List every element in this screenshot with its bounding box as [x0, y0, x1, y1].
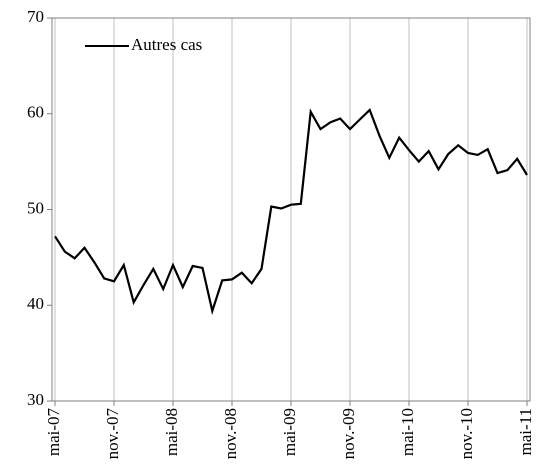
x-tick-label: mai-10 [398, 408, 417, 456]
series-layer [54, 107, 528, 316]
series-line-autres-cas [54, 107, 528, 316]
legend: Autres cas [85, 35, 202, 54]
y-tick-label: 30 [27, 390, 44, 409]
y-tick-label: 40 [27, 294, 44, 313]
legend-label-autres-cas: Autres cas [131, 35, 202, 54]
x-tick-label: mai-11 [516, 408, 535, 456]
x-axis: mai-07 nov.-07 mai-08 nov.-08 mai-09 nov.-09 m… [44, 401, 535, 459]
x-tick-label: nov.-10 [457, 408, 476, 459]
x-tick-label: mai-08 [162, 408, 181, 456]
y-tick-label: 60 [27, 103, 44, 122]
y-axis: 30 40 50 60 70 [27, 7, 52, 409]
x-tick-label: nov.-07 [103, 408, 122, 460]
x-tick-label: nov.-08 [221, 408, 240, 459]
y-tick-label: 50 [27, 198, 44, 217]
x-tick-label: mai-09 [280, 408, 299, 456]
y-tick-label: 70 [27, 7, 44, 26]
x-tick-label: mai-07 [44, 408, 63, 457]
x-tick-label: nov.-09 [339, 408, 358, 459]
gridlines [54, 18, 528, 401]
